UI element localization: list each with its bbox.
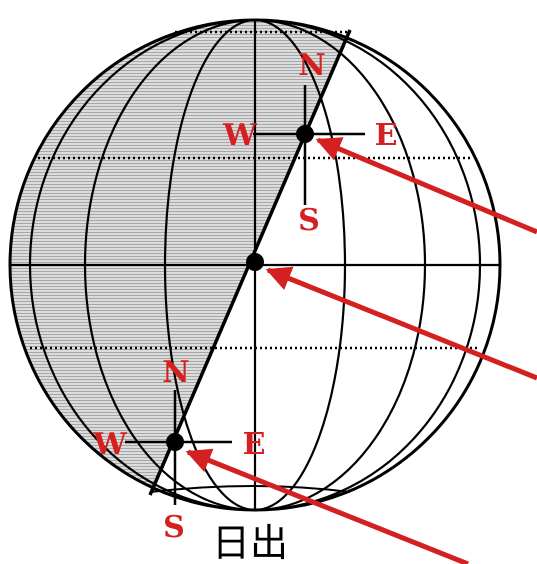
- caption-sunrise: 日出: [212, 521, 288, 564]
- compass-lower-north: N: [162, 355, 189, 390]
- night-side-shading: [10, 20, 350, 510]
- compass-lower-west: W: [92, 427, 128, 462]
- compass-upper-south: S: [298, 203, 320, 238]
- compass-upper-north: N: [298, 48, 325, 83]
- compass-lower-east: E: [243, 427, 266, 462]
- sun-ray-arrow-upper: [315, 137, 537, 235]
- compass-upper-east: E: [375, 118, 398, 153]
- center-point: [246, 253, 264, 271]
- parallel-lines: [30, 30, 478, 350]
- compass-lower-south: S: [163, 510, 185, 545]
- compass-upper-west: W: [222, 118, 258, 153]
- sun-ray-arrow-lower: [185, 448, 469, 564]
- compass-upper: N S W E: [222, 48, 397, 238]
- sun-rays: [185, 137, 537, 564]
- compass-lower: N S W E: [92, 355, 265, 545]
- sun-ray-arrow-middle: [265, 266, 537, 381]
